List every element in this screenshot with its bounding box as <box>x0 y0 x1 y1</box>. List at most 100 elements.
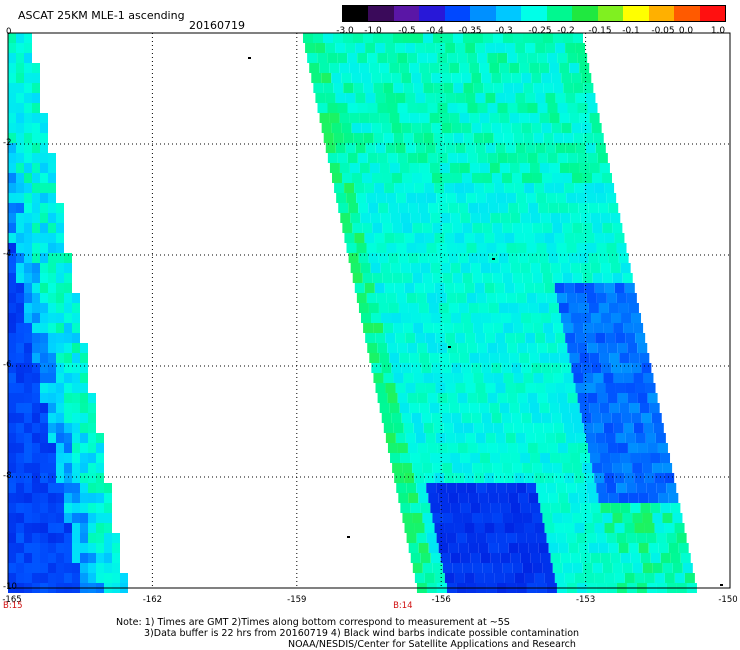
swath-cell-right <box>466 293 477 303</box>
swath-cell-right <box>403 83 414 93</box>
swath-cell-right <box>483 133 494 143</box>
swath-cell-right <box>307 53 318 63</box>
swath-cell-right <box>441 413 452 423</box>
swath-cell-right <box>608 303 619 313</box>
swath-cell-right <box>658 493 669 503</box>
swath-cell-right <box>573 423 584 433</box>
swath-cell-right <box>393 133 404 143</box>
time-label: B:15 <box>3 601 23 611</box>
swath-cell-right <box>627 443 638 453</box>
swath-cell-right <box>474 233 485 243</box>
swath-cell-right <box>401 363 412 373</box>
swath-cell-right <box>569 113 580 123</box>
swath-cell-right <box>349 163 360 173</box>
swath-cell-right <box>592 563 603 573</box>
swath-cell-right <box>542 513 553 523</box>
swath-cell-right <box>542 273 553 283</box>
swath-cell-right <box>507 393 518 403</box>
swath-cell-right <box>475 333 486 343</box>
swath-cell-left <box>8 193 16 203</box>
swath-cell-left <box>24 173 32 183</box>
swath-cell-left <box>40 263 48 273</box>
swath-cell-left <box>8 473 16 483</box>
swath-cell-right <box>414 183 425 193</box>
swath-cell-right <box>472 463 483 473</box>
swath-cell-right <box>425 333 436 343</box>
swath-cell-right <box>591 413 602 423</box>
swath-cell-right <box>566 533 577 543</box>
swath-cell-right <box>505 43 516 53</box>
swath-cell-right <box>368 303 379 313</box>
swath-cell-left <box>48 163 56 173</box>
swath-cell-left <box>80 393 88 403</box>
swath-cell-right <box>489 113 500 123</box>
swath-cell-right <box>440 263 451 273</box>
swath-cell-right <box>419 353 430 363</box>
swath-cell-right <box>537 393 548 403</box>
swath-cell-right <box>428 203 439 213</box>
swath-cell-left <box>32 283 40 293</box>
swath-cell-left <box>96 523 104 533</box>
swath-cell-left <box>64 553 72 563</box>
swath-cell-right <box>369 113 380 123</box>
swath-cell-right <box>457 53 468 63</box>
swath-cell-left <box>112 553 120 563</box>
swath-cell-right <box>472 563 483 573</box>
swath-cell-left <box>64 433 72 443</box>
x-axis-tick-label: -159 <box>287 595 307 605</box>
swath-cell-right <box>478 203 489 213</box>
swath-cell-right <box>450 503 461 513</box>
swath-cell-right <box>511 363 522 373</box>
swath-cell-right <box>403 33 413 43</box>
swath-cell-left <box>16 153 24 163</box>
swath-cell-right <box>590 453 601 463</box>
swath-cell-right <box>615 383 626 393</box>
swath-cell-right <box>313 33 323 43</box>
colorbar-label: -0.35 <box>458 26 482 36</box>
swath-cell-right <box>525 383 536 393</box>
swath-cell-right <box>597 393 608 403</box>
swath-cell-left <box>40 563 48 573</box>
swath-cell-right <box>426 193 437 203</box>
swath-cell-left <box>24 423 32 433</box>
swath-cell-right <box>462 173 473 183</box>
swath-cell-right <box>379 163 390 173</box>
swath-cell-right <box>473 83 484 93</box>
swath-cell-right <box>563 133 574 143</box>
swath-cell-right <box>601 313 612 323</box>
swath-cell-right <box>379 113 390 123</box>
swath-cell-left <box>72 403 80 413</box>
swath-cell-left <box>104 483 112 493</box>
swath-cell-right <box>594 233 605 243</box>
swath-cell-right <box>439 353 450 363</box>
swath-cell-right <box>512 223 523 233</box>
swath-cell-right <box>469 113 480 123</box>
swath-cell-right <box>653 423 664 433</box>
swath-cell-right <box>342 173 353 183</box>
swath-cell-left <box>24 33 32 43</box>
swath-cell-left <box>88 493 96 503</box>
swath-cell-right <box>473 373 484 383</box>
swath-cell-right <box>508 493 519 503</box>
swath-cell-right <box>596 533 607 543</box>
swath-cell-left <box>48 393 56 403</box>
colorbar-label: -0.05 <box>651 26 675 36</box>
swath-cell-right <box>453 33 463 43</box>
swath-cell-right <box>435 93 446 103</box>
swath-cell-right <box>424 183 435 193</box>
swath-cell-right <box>481 413 492 423</box>
swath-cell-right <box>619 353 630 363</box>
swath-cell-right <box>646 533 657 543</box>
swath-cell-right <box>540 553 551 563</box>
swath-cell-right <box>377 53 388 63</box>
swath-cell-right <box>427 393 438 403</box>
swath-cell-right <box>366 293 377 303</box>
swath-cell-left <box>32 243 40 253</box>
swath-cell-right <box>633 423 644 433</box>
swath-cell-right <box>424 523 435 533</box>
swath-cell-right <box>576 193 587 203</box>
swath-cell-right <box>457 393 468 403</box>
swath-cell-left <box>64 503 72 513</box>
swath-cell-right <box>589 403 600 413</box>
